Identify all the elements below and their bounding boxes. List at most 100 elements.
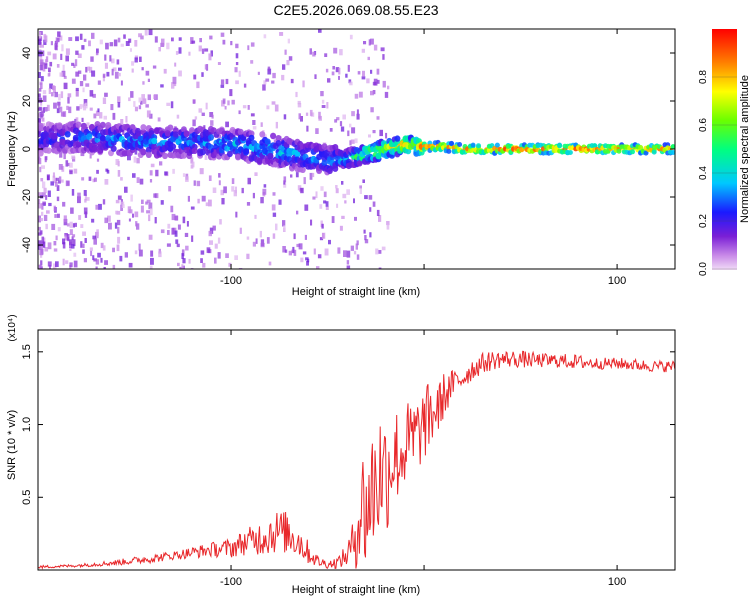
heatmap-noise-cell-450 [262,84,266,91]
heatmap-noise-cell-745 [118,67,122,71]
heatmap-noise-cell-250 [49,265,51,269]
heatmap-noise-cell-412 [192,99,196,104]
heatmap-noise-cell-599 [84,198,87,203]
heatmap-noise-cell-328 [200,258,203,263]
heatmap-noise-cell-37 [147,94,151,101]
snr-xlabel: Height of straight line (km) [292,584,420,596]
heatmap-noise-cell-602 [44,107,48,112]
heatmap-noise-cell-138 [335,67,340,73]
heatmap-noise-cell-472 [147,78,150,82]
heatmap-noise-cell-491 [128,262,133,268]
heatmap-noise-cell-457 [375,248,379,255]
heatmap-noise-cell-435 [97,108,100,113]
heatmap-noise-cell-551 [278,199,282,205]
spectrogram-ytick-label-2: 0 [21,146,33,152]
heatmap-noise-cell-871 [71,62,75,66]
heatmap-noise-cell-862 [290,78,294,84]
heatmap-noise-cell-256 [191,235,194,242]
heatmap-noise-cell-136 [354,216,357,221]
heatmap-noise-cell-252 [55,261,59,267]
heatmap-ridge-cell-1243 [189,127,195,134]
heatmap-noise-cell-880 [191,161,195,168]
heatmap-noise-cell-173 [260,239,265,246]
heatmap-noise-cell-561 [66,234,70,241]
heatmap-noise-cell-795 [75,117,79,123]
heatmap-noise-cell-71 [305,112,309,116]
heatmap-noise-cell-771 [134,57,138,63]
heatmap-noise-cell-850 [83,190,87,196]
heatmap-noise-cell-538 [38,88,42,92]
heatmap-noise-cell-493 [102,75,105,82]
heatmap-noise-cell-360 [190,206,195,210]
heatmap-noise-cell-194 [58,180,61,184]
spectrogram-xtick-label-2: 100 [608,275,626,287]
heatmap-noise-cell-135 [95,110,100,116]
heatmap-noise-cell-245 [51,223,56,230]
heatmap-noise-cell-222 [132,173,136,178]
heatmap-noise-cell-660 [38,107,42,111]
heatmap-noise-cell-386 [297,103,302,108]
heatmap-noise-cell-46 [79,81,84,87]
heatmap-noise-cell-307 [246,236,250,240]
heatmap-noise-cell-122 [222,39,226,45]
heatmap-noise-cell-398 [38,119,41,125]
heatmap-noise-cell-635 [50,41,53,46]
heatmap-noise-cell-139 [321,105,326,108]
heatmap-noise-cell-73 [69,246,72,251]
heatmap-noise-cell-422 [83,103,87,111]
heatmap-noise-cell-118 [127,153,131,161]
heatmap-noise-cell-293 [327,78,331,83]
heatmap-noise-cell-636 [60,179,64,183]
heatmap-noise-cell-783 [40,44,44,48]
heatmap-noise-cell-466 [306,258,310,263]
heatmap-noise-cell-591 [252,126,257,130]
heatmap-noise-cell-478 [144,30,148,36]
heatmap-noise-cell-257 [376,209,380,216]
heatmap-noise-cell-202 [173,82,177,87]
heatmap-noise-cell-688 [58,93,61,101]
heatmap-noise-cell-562 [88,139,92,145]
heatmap-noise-cell-874 [181,264,184,269]
heatmap-noise-cell-0 [201,195,206,202]
heatmap-noise-cell-13 [73,168,78,174]
heatmap-noise-cell-181 [263,80,267,85]
heatmap-noise-cell-117 [382,54,385,60]
snr-frame [37,329,676,571]
heatmap-noise-cell-887 [235,53,239,59]
heatmap-noise-cell-424 [220,84,225,88]
heatmap-noise-cell-587 [39,218,43,222]
heatmap-noise-cell-236 [214,243,218,249]
heatmap-noise-cell-601 [334,119,338,123]
heatmap-noise-cell-385 [188,258,191,264]
heatmap-noise-cell-65 [198,108,203,113]
heatmap-noise-cell-703 [362,70,365,77]
heatmap-noise-cell-392 [287,38,290,44]
heatmap-noise-cell-736 [115,159,120,165]
heatmap-noise-cell-415 [140,205,144,213]
heatmap-noise-cell-780 [219,219,222,225]
heatmap-noise-cell-249 [60,53,63,60]
snr-ytick-label-2: 1.5 [21,344,33,359]
heatmap-noise-cell-403 [46,210,50,214]
heatmap-noise-cell-437 [187,195,190,202]
heatmap-noise-cell-240 [181,253,184,259]
heatmap-noise-cell-847 [112,112,116,120]
heatmap-noise-cell-869 [38,156,41,164]
heatmap-noise-cell-365 [238,70,241,77]
heatmap-ridge-cell-1421 [267,152,274,160]
heatmap-noise-cell-354 [80,224,84,228]
heatmap-noise-cell-80 [275,223,278,231]
heatmap-noise-cell-156 [128,218,131,222]
heatmap-noise-cell-672 [77,70,82,74]
heatmap-noise-cell-316 [53,102,57,109]
heatmap-noise-cell-153 [89,66,93,73]
heatmap-noise-cell-530 [346,250,351,258]
heatmap-noise-cell-621 [89,247,93,251]
heatmap-noise-cell-353 [234,67,238,73]
heatmap-noise-cell-574 [131,61,135,66]
heatmap-noise-cell-715 [57,102,61,109]
heatmap-noise-cell-7 [140,35,144,40]
heatmap-noise-cell-74 [296,243,301,248]
heatmap-noise-cell-832 [351,156,354,163]
heatmap-noise-cell-30 [272,192,276,196]
